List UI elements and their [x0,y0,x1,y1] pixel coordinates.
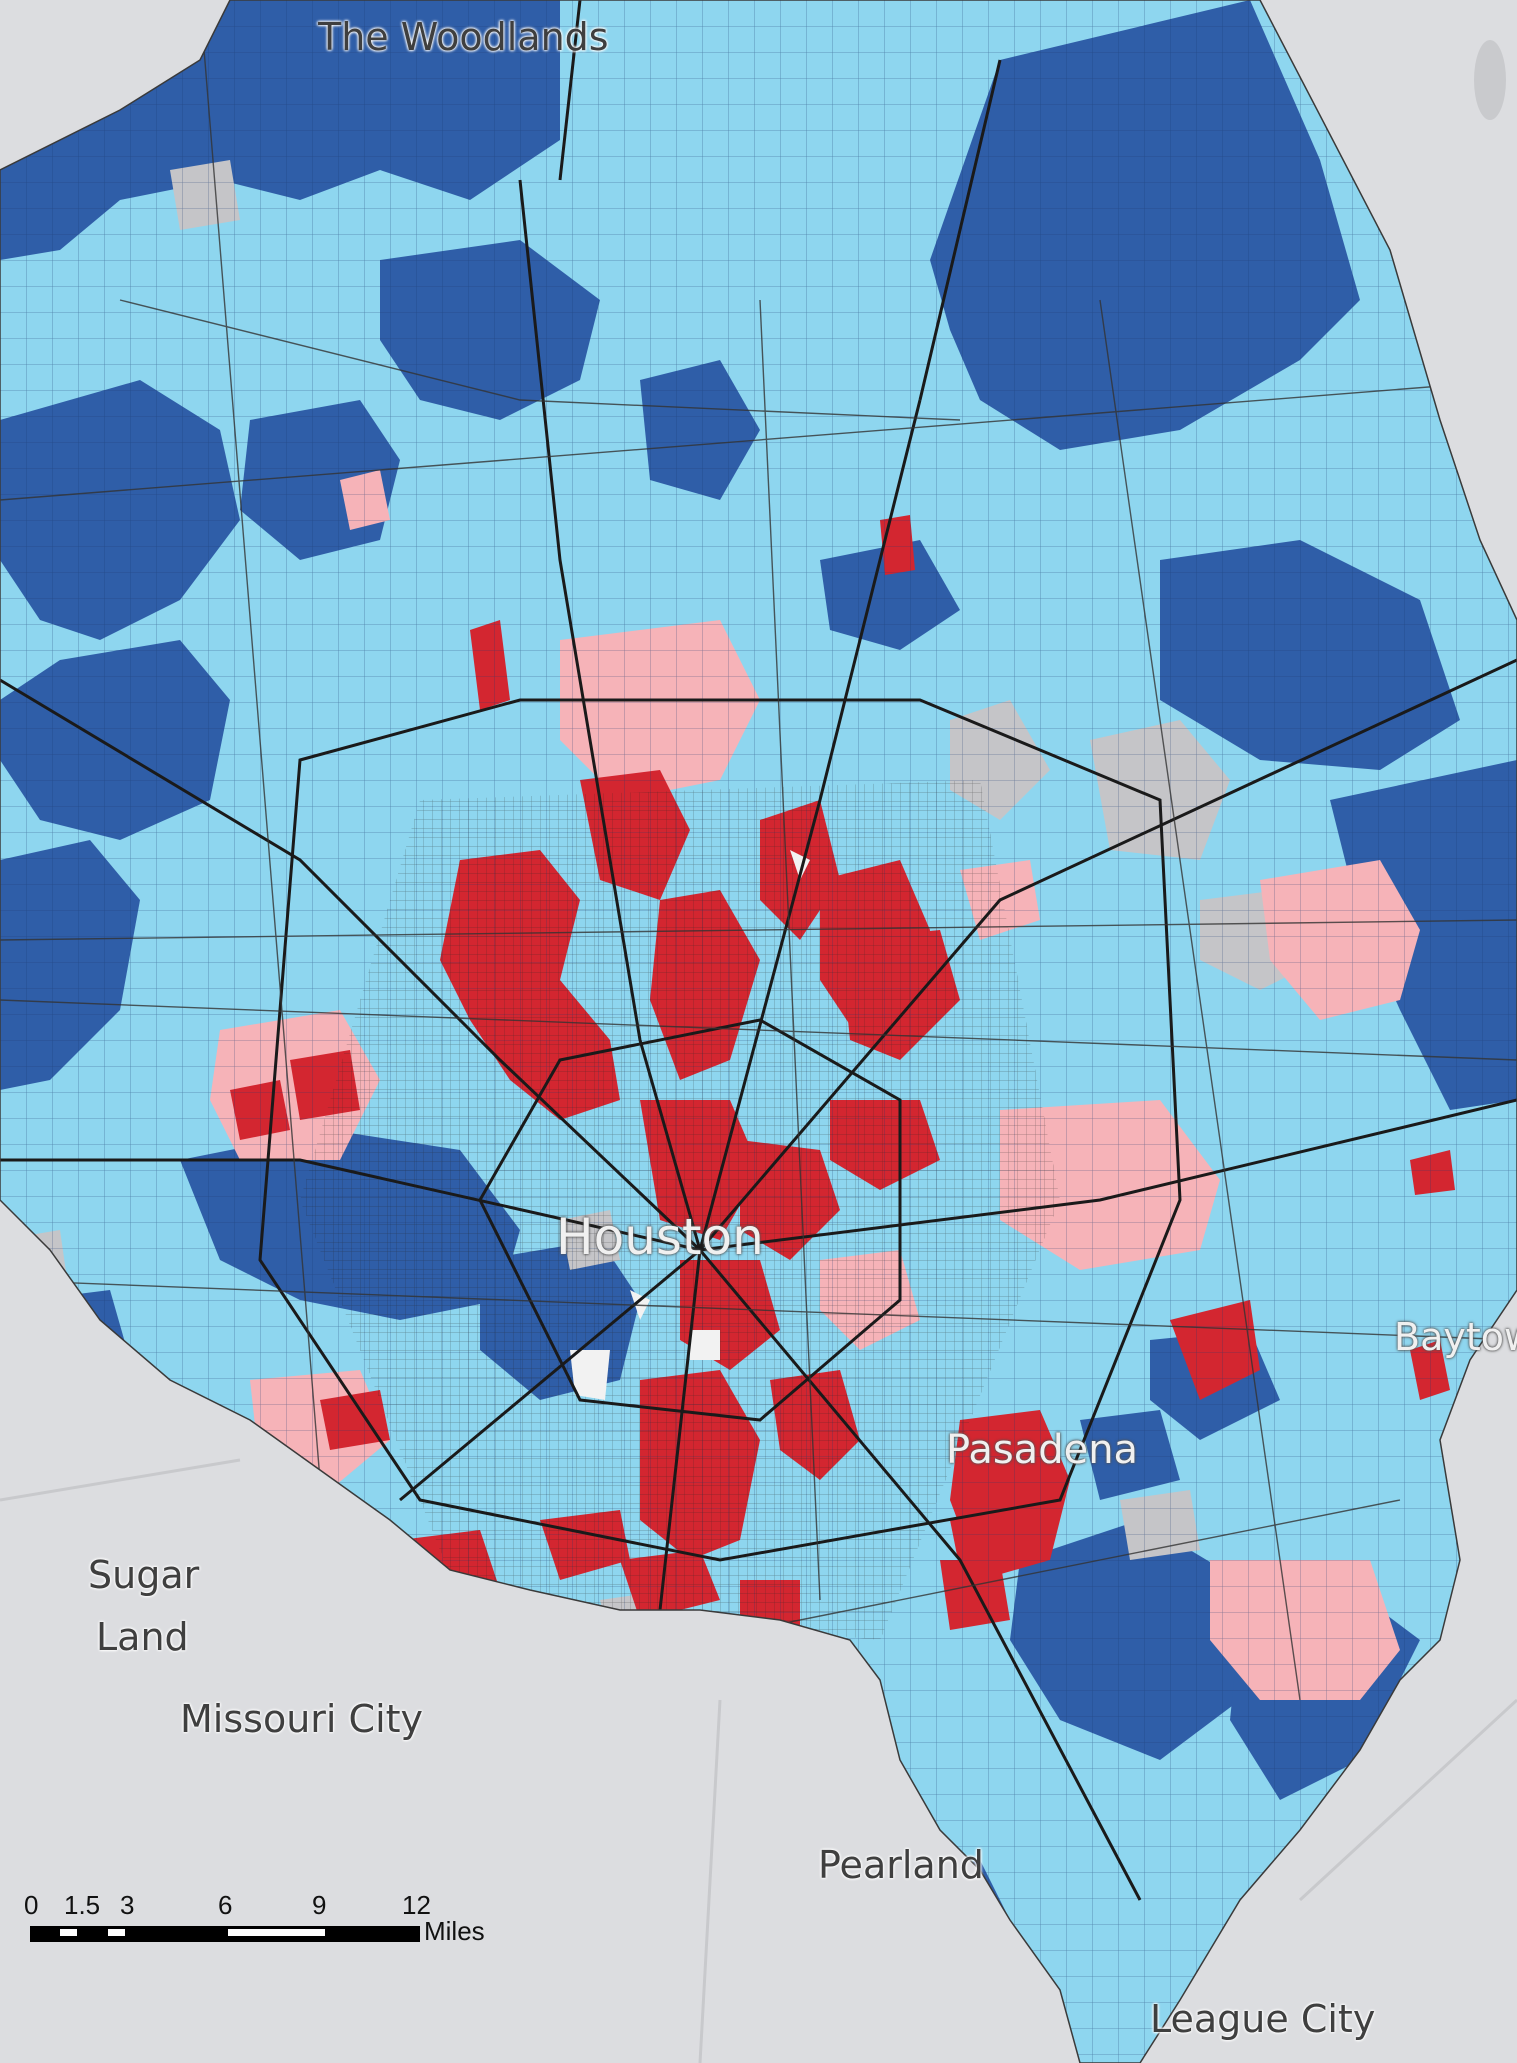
place-label-the-woodlands: The Woodlands [318,15,609,59]
scale-tick-3: 3 [120,1890,135,1920]
lake [1474,40,1506,120]
scale-tick-6: 6 [218,1890,233,1920]
no-data-tracts [570,850,810,1400]
place-label-baytown: Baytow [1394,1315,1517,1359]
place-label-land: Land [96,1615,189,1659]
highways [0,0,1517,1901]
scale-tick-1-5: 1.5 [64,1890,101,1920]
place-label-houston: Houston [556,1208,764,1266]
scale-unit: Miles [424,1916,485,1946]
scale-tick-9: 9 [312,1890,327,1920]
place-label-pasadena: Pasadena [946,1427,1139,1473]
scale-tick-12: 12 [402,1890,431,1920]
scale-bar [30,1926,420,1942]
place-label-missouri-city: Missouri City [180,1697,424,1741]
place-label-pearland: Pearland [818,1843,984,1887]
scale-tick-0: 0 [24,1890,39,1920]
place-label-sugar: Sugar [88,1553,200,1597]
place-label-league-city: League City [1150,1997,1376,2041]
